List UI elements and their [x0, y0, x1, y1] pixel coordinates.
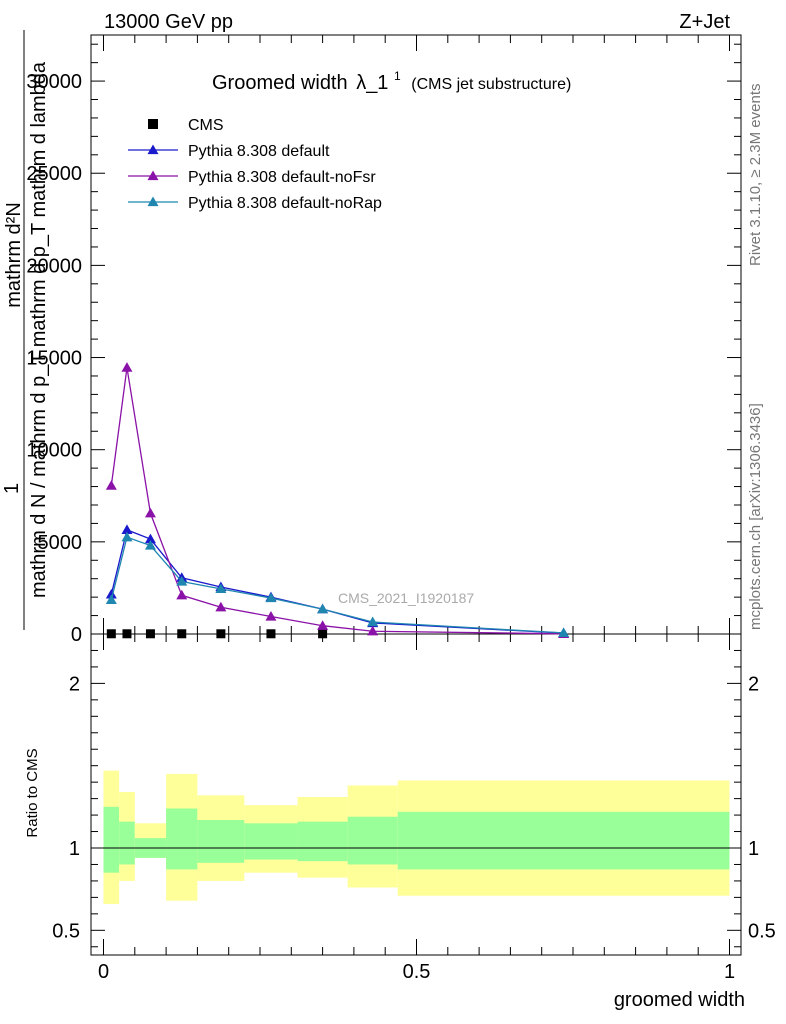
ratio-ytick-label-left: 1: [69, 838, 80, 860]
rivet-version-text: Rivet 3.1.10, ≥ 2.3M events: [747, 84, 764, 267]
series-marker-3: [265, 592, 277, 603]
series-marker-3: [105, 594, 117, 605]
series-marker-3: [144, 540, 156, 550]
cms-data-point: [266, 629, 276, 639]
axis-tick-labels: 0 5000 10000 15000 20000 25000 30000 0.5 0.5 1 1 2 2…: [26, 71, 775, 983]
series-marker-2: [105, 480, 117, 490]
cms-data-point: [177, 629, 187, 639]
main-ytick-label: 30000: [26, 71, 82, 93]
legend-label-3: Pythia 8.308 default-noRap: [188, 195, 382, 212]
series-marker-2: [215, 601, 227, 612]
series-marker-1: [144, 533, 156, 544]
series-marker-3: [558, 627, 570, 638]
legend-marker-1: [147, 144, 159, 155]
legend-marker-cms: [148, 119, 158, 129]
y-axis-label-top: 1: [1, 483, 23, 494]
cms-data-point: [318, 629, 328, 639]
series-marker-3: [317, 603, 329, 614]
series-marker-2: [176, 589, 188, 600]
ratio-band-inner-8: [397, 811, 730, 870]
ratio-band-inner-4: [197, 820, 245, 863]
ratio-band-inner-6: [297, 821, 348, 862]
x-tick-label: 0: [98, 961, 109, 983]
legend-marker-3: [147, 196, 159, 207]
ratio-band-inner-1: [119, 821, 135, 865]
main-ytick-label: 5000: [38, 532, 83, 554]
series-marker-2: [367, 625, 379, 636]
legend-label-1: Pythia 8.308 default: [188, 143, 330, 160]
main-ytick-label: 15000: [26, 348, 82, 370]
ratio-band-inner-5: [244, 823, 298, 860]
plot-title: Groomed width λ_1 1 (CMS jet substructur…: [212, 63, 571, 94]
series-marker-2: [317, 620, 329, 630]
plot-title-symbol: λ_1: [356, 72, 388, 94]
ratio-band-inner-0: [103, 806, 120, 873]
series-marker-2: [265, 610, 277, 621]
ratio-ytick-label-right: 1: [748, 838, 759, 860]
cms-data-point: [106, 629, 116, 639]
legend-label-2: Pythia 8.308 default-noFsr: [188, 169, 376, 186]
cms-data-point: [145, 629, 155, 639]
plot-title-paren: (CMS jet substructure): [411, 76, 571, 93]
series-marker-3: [176, 575, 188, 586]
main-ytick-label: 0: [71, 624, 82, 646]
series-marker-3: [121, 531, 133, 542]
header-left-text: 13000 GeV pp: [104, 11, 233, 33]
ratio-ytick-label-right: 0.5: [748, 920, 776, 942]
x-axis-label: groomed width: [614, 989, 745, 1011]
series-marker-1: [121, 524, 133, 534]
main-ytick-label: 25000: [26, 163, 82, 185]
series-marker-1: [105, 588, 117, 599]
x-tick-label: 0.5: [403, 961, 431, 983]
main-ytick-label: 20000: [26, 255, 82, 277]
analysis-label: CMS_2021_I1920187: [338, 590, 474, 606]
legend: CMS Pythia 8.308 default Pythia 8.308 defa…: [128, 117, 382, 212]
series-marker-3: [367, 616, 379, 627]
mcplots-reference-text: mcplots.cern.ch [arXiv:1306.3436]: [747, 403, 764, 630]
ratio-y-axis-label: Ratio to CMS: [24, 748, 41, 837]
ratio-ytick-label-right: 2: [748, 673, 759, 695]
series-layer: [105, 362, 570, 639]
legend-label-0: CMS: [188, 117, 224, 134]
header-right-text: Z+Jet: [679, 11, 730, 33]
y-axis-label-denominator: mathrm d N / mathrm d p_T mathrm d p_T m…: [28, 61, 50, 598]
cms-data-point: [216, 629, 226, 639]
plot-title-superscript: 1: [394, 69, 401, 83]
plot-title-main: Groomed width: [212, 72, 348, 94]
ratio-band-inner-7: [347, 816, 398, 865]
series-marker-2: [144, 507, 156, 518]
series-marker-2: [121, 362, 133, 372]
ratio-band-inner-3: [166, 808, 198, 870]
series-marker-3: [215, 583, 227, 593]
main-ytick-label: 10000: [26, 440, 82, 462]
legend-marker-2: [147, 170, 159, 181]
ratio-uncertainty-bands: [103, 770, 730, 904]
x-tick-label: 1: [724, 961, 735, 983]
y-axis-label-numerator: mathrm d²N: [3, 202, 25, 308]
ratio-ytick-label-left: 0.5: [52, 920, 80, 942]
cms-data-point: [122, 629, 132, 639]
ratio-ytick-label-left: 2: [69, 673, 80, 695]
